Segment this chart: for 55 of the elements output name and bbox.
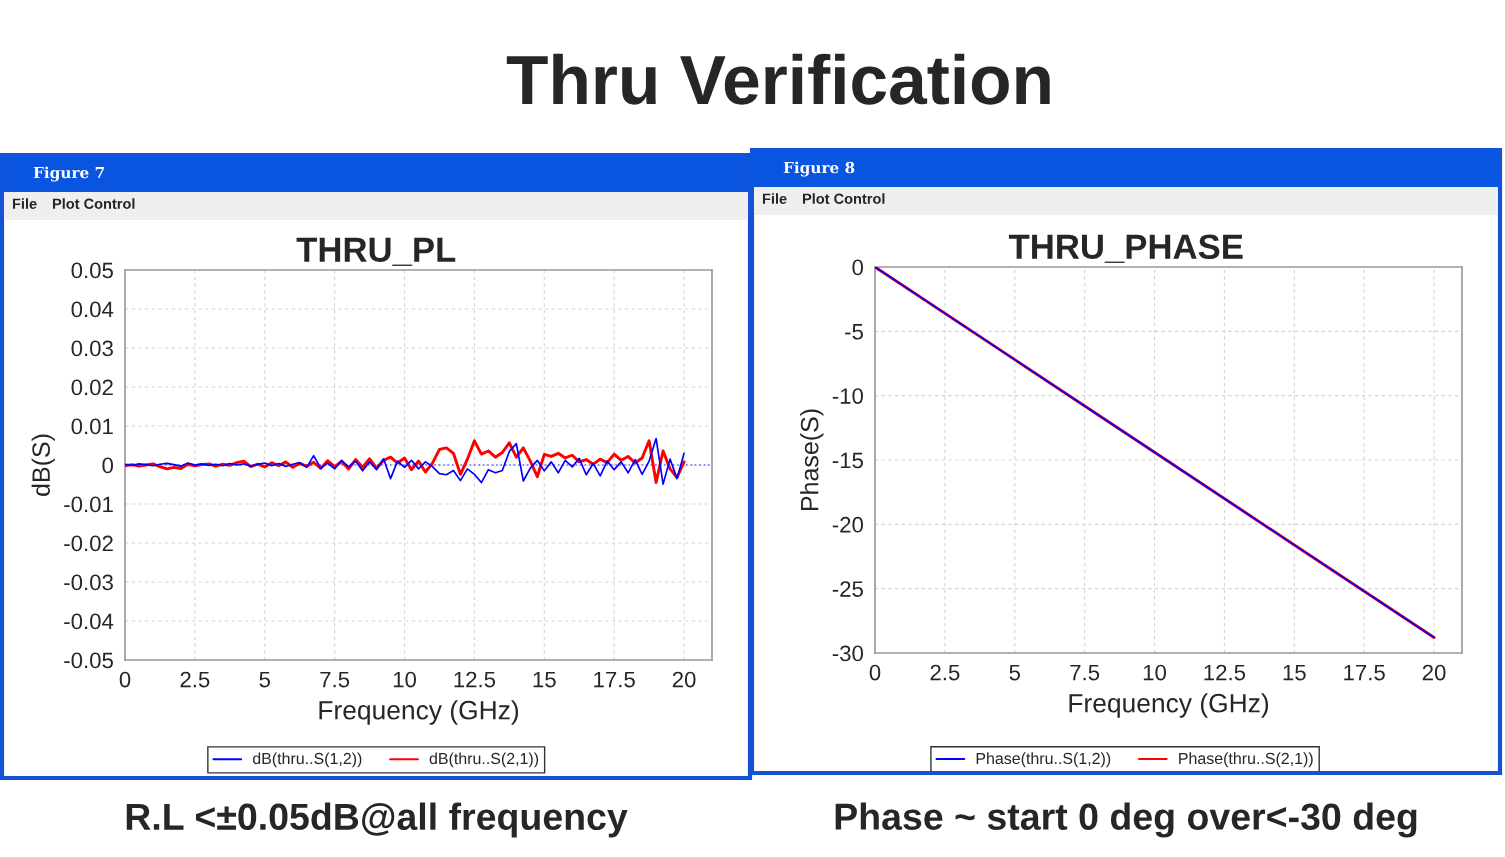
y-tick-label: -0.01 bbox=[64, 496, 113, 513]
x-tick-label: 0 bbox=[869, 664, 881, 681]
x-tick-label: 5 bbox=[259, 671, 271, 688]
chart-title: THRU_PL bbox=[296, 237, 456, 266]
text: Plot Control bbox=[802, 193, 885, 204]
x-tick-label: 17.5 bbox=[1344, 664, 1385, 681]
x-tick-label: 15 bbox=[533, 671, 556, 688]
x-tick-label: 2.5 bbox=[930, 664, 960, 681]
x-tick-label: 20 bbox=[1422, 664, 1446, 681]
text: Plot Control bbox=[52, 198, 135, 209]
x-tick-label: 7.5 bbox=[1070, 664, 1100, 681]
y-tick-label: -0.03 bbox=[64, 574, 113, 591]
y-tick-label: -0.02 bbox=[64, 535, 113, 552]
x-axis-title: Frequency (GHz) bbox=[319, 700, 519, 725]
text: File bbox=[762, 193, 787, 204]
x-tick-label: 10 bbox=[393, 671, 417, 688]
y-tick-label: -30 bbox=[832, 645, 864, 662]
y-tick-label: 0.02 bbox=[71, 379, 113, 396]
x-tick-label: 2.5 bbox=[180, 671, 210, 688]
x-tick-label: 0 bbox=[119, 671, 131, 688]
x-axis-title: Frequency (GHz) bbox=[1069, 693, 1269, 718]
y-tick-label: -0.05 bbox=[64, 652, 113, 669]
x-tick-label: 12.5 bbox=[1204, 664, 1246, 681]
y-tick-label: 0 bbox=[102, 457, 114, 474]
y-tick-label: 0.05 bbox=[71, 262, 113, 279]
caption: Figure 7 bbox=[33, 166, 104, 182]
x-tick-label: 7.5 bbox=[320, 671, 350, 688]
text: File bbox=[12, 198, 37, 209]
y-tick-label: -0.04 bbox=[64, 613, 114, 630]
x-tick-label: 15 bbox=[1283, 664, 1306, 681]
y-tick-label: 0.01 bbox=[71, 418, 113, 435]
x-tick-label: 5 bbox=[1009, 664, 1021, 681]
y-axis-title: dB(S) bbox=[31, 434, 55, 496]
x-tick-label: 12.5 bbox=[454, 671, 496, 688]
y-tick-label: -20 bbox=[832, 516, 864, 533]
y-tick-label: -10 bbox=[832, 388, 864, 404]
text: Thru Verification bbox=[506, 53, 1050, 105]
legend-label: dB(thru..S(1,2)) bbox=[252, 752, 362, 768]
text: Phase ~ start 0 deg over<-30 deg bbox=[835, 802, 1417, 838]
text: R.L <±0.05dB@all frequency bbox=[126, 802, 628, 838]
caption: Figure 8 bbox=[783, 161, 855, 177]
legend-label: Phase(thru..S(2,1)) bbox=[1179, 752, 1313, 768]
legend-label: Phase(thru..S(1,2)) bbox=[976, 752, 1111, 768]
x-tick-label: 17.5 bbox=[594, 671, 635, 688]
y-tick-label: 0.03 bbox=[71, 340, 113, 357]
y-tick-label: -25 bbox=[832, 581, 863, 597]
y-tick-label: 0.04 bbox=[71, 301, 114, 318]
legend-label: dB(thru..S(2,1)) bbox=[429, 752, 539, 768]
y-axis-title: Phase(S) bbox=[800, 409, 824, 511]
x-tick-label: 20 bbox=[672, 671, 696, 688]
y-tick-label: -15 bbox=[832, 452, 863, 469]
x-tick-label: 10 bbox=[1143, 664, 1167, 681]
chart-title: THRU_PHASE bbox=[1008, 234, 1243, 263]
y-tick-label: -5 bbox=[845, 324, 863, 340]
y-tick-label: 0 bbox=[852, 259, 864, 276]
